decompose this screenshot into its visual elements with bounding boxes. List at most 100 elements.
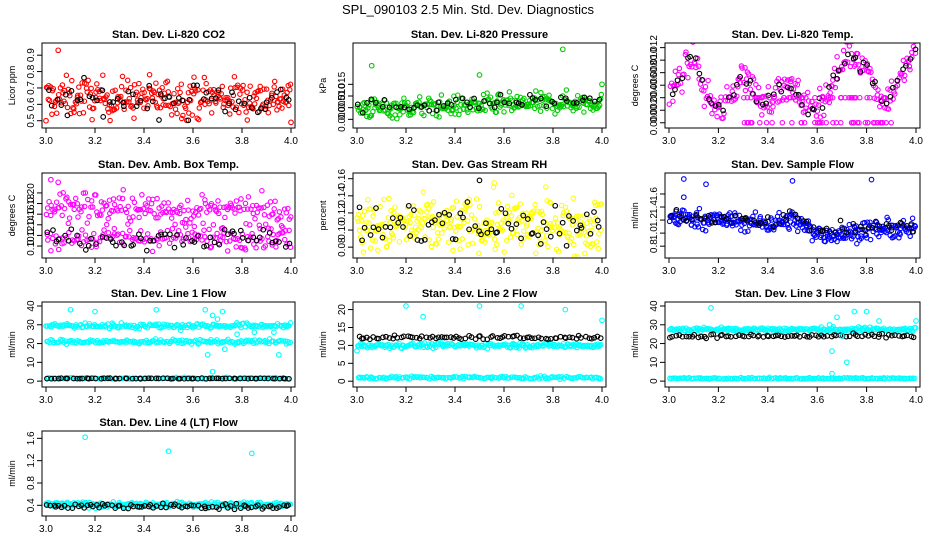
data-point	[113, 105, 120, 111]
data-point	[183, 235, 189, 241]
data-point	[748, 94, 754, 101]
data-point	[241, 206, 247, 213]
data-point	[913, 325, 919, 331]
x-tick-label: 3.8	[235, 136, 249, 147]
data-point	[178, 115, 185, 122]
data-point	[281, 502, 288, 509]
data-point	[169, 226, 176, 232]
x-tick-label: 3.0	[662, 395, 676, 406]
data-point	[69, 505, 76, 511]
data-point	[206, 226, 212, 233]
data-point	[867, 236, 874, 243]
data-point	[201, 227, 207, 234]
data-point	[159, 84, 165, 91]
data-point	[213, 375, 220, 382]
x-tick-label: 3.4	[761, 395, 775, 406]
data-point	[590, 241, 596, 248]
data-point	[86, 93, 93, 100]
data-point	[381, 196, 387, 203]
data-point	[280, 229, 286, 236]
data-point	[907, 56, 914, 62]
data-point	[581, 109, 587, 115]
data-point	[764, 104, 771, 110]
data-point	[519, 217, 525, 224]
panel-title: Stan. Dev. Li-820 Temp.	[732, 29, 854, 41]
data-point	[492, 210, 499, 216]
data-point	[543, 184, 549, 190]
data-point	[370, 375, 377, 382]
x-tick-label: 3.4	[761, 266, 775, 277]
data-point	[736, 332, 742, 338]
data-point	[266, 238, 272, 245]
data-point	[723, 216, 730, 222]
data-point	[361, 99, 367, 106]
data-point	[912, 50, 919, 56]
data-point	[888, 227, 895, 233]
data-point	[240, 82, 246, 89]
data-point	[549, 105, 556, 112]
data-point	[88, 198, 95, 204]
data-point	[68, 226, 75, 233]
data-point	[484, 230, 491, 236]
data-point	[171, 100, 177, 107]
data-point	[203, 242, 210, 249]
data-point	[695, 334, 702, 341]
data-point	[67, 201, 74, 208]
data-point	[540, 219, 547, 225]
data-point	[386, 195, 392, 202]
data-point	[492, 246, 498, 253]
data-point	[229, 89, 235, 96]
data-point	[906, 63, 913, 70]
data-point	[445, 239, 452, 245]
data-point	[105, 215, 111, 222]
data-point	[452, 96, 459, 103]
data-point	[670, 98, 676, 104]
data-point	[411, 207, 417, 213]
data-point	[668, 212, 675, 219]
x-tick-label: 4.0	[909, 395, 923, 406]
data-point	[597, 335, 604, 341]
data-point	[118, 83, 125, 90]
data-point	[208, 110, 215, 116]
data-point	[509, 192, 515, 199]
data-point	[266, 230, 273, 236]
data-point	[532, 96, 539, 103]
data-point	[731, 92, 737, 98]
data-point	[397, 214, 404, 221]
data-point	[804, 333, 810, 340]
data-point	[170, 375, 176, 382]
data-point	[386, 104, 393, 111]
data-point	[211, 203, 218, 210]
data-point	[888, 78, 895, 84]
data-point	[135, 206, 142, 213]
data-point	[599, 81, 605, 88]
panel-5: Stan. Dev. Gas Stream RH percent 3.0 3.2 3.4…	[318, 159, 609, 277]
data-point	[387, 374, 394, 381]
data-point	[200, 220, 206, 227]
data-point	[256, 222, 263, 229]
data-point	[144, 203, 150, 209]
data-point	[466, 226, 472, 233]
data-point	[165, 200, 172, 206]
x-tick-label: 3.2	[88, 266, 102, 277]
data-point	[132, 92, 139, 98]
data-point	[693, 211, 700, 218]
x-tick-label: 3.6	[497, 136, 511, 147]
plot-frame	[41, 42, 296, 129]
data-point	[194, 82, 200, 89]
data-point	[287, 87, 293, 93]
data-point	[469, 240, 476, 247]
data-point	[692, 55, 699, 61]
data-point	[519, 101, 525, 108]
data-point	[452, 236, 459, 243]
data-point	[867, 219, 873, 225]
data-point	[533, 88, 539, 94]
data-point	[446, 212, 453, 218]
data-point	[120, 99, 126, 106]
data-point	[696, 70, 703, 77]
data-point	[227, 111, 233, 117]
data-point	[680, 176, 687, 182]
y-tick-label: 0.12	[337, 203, 348, 223]
data-point	[815, 333, 822, 340]
y-tick-label: 0.006	[649, 72, 660, 97]
